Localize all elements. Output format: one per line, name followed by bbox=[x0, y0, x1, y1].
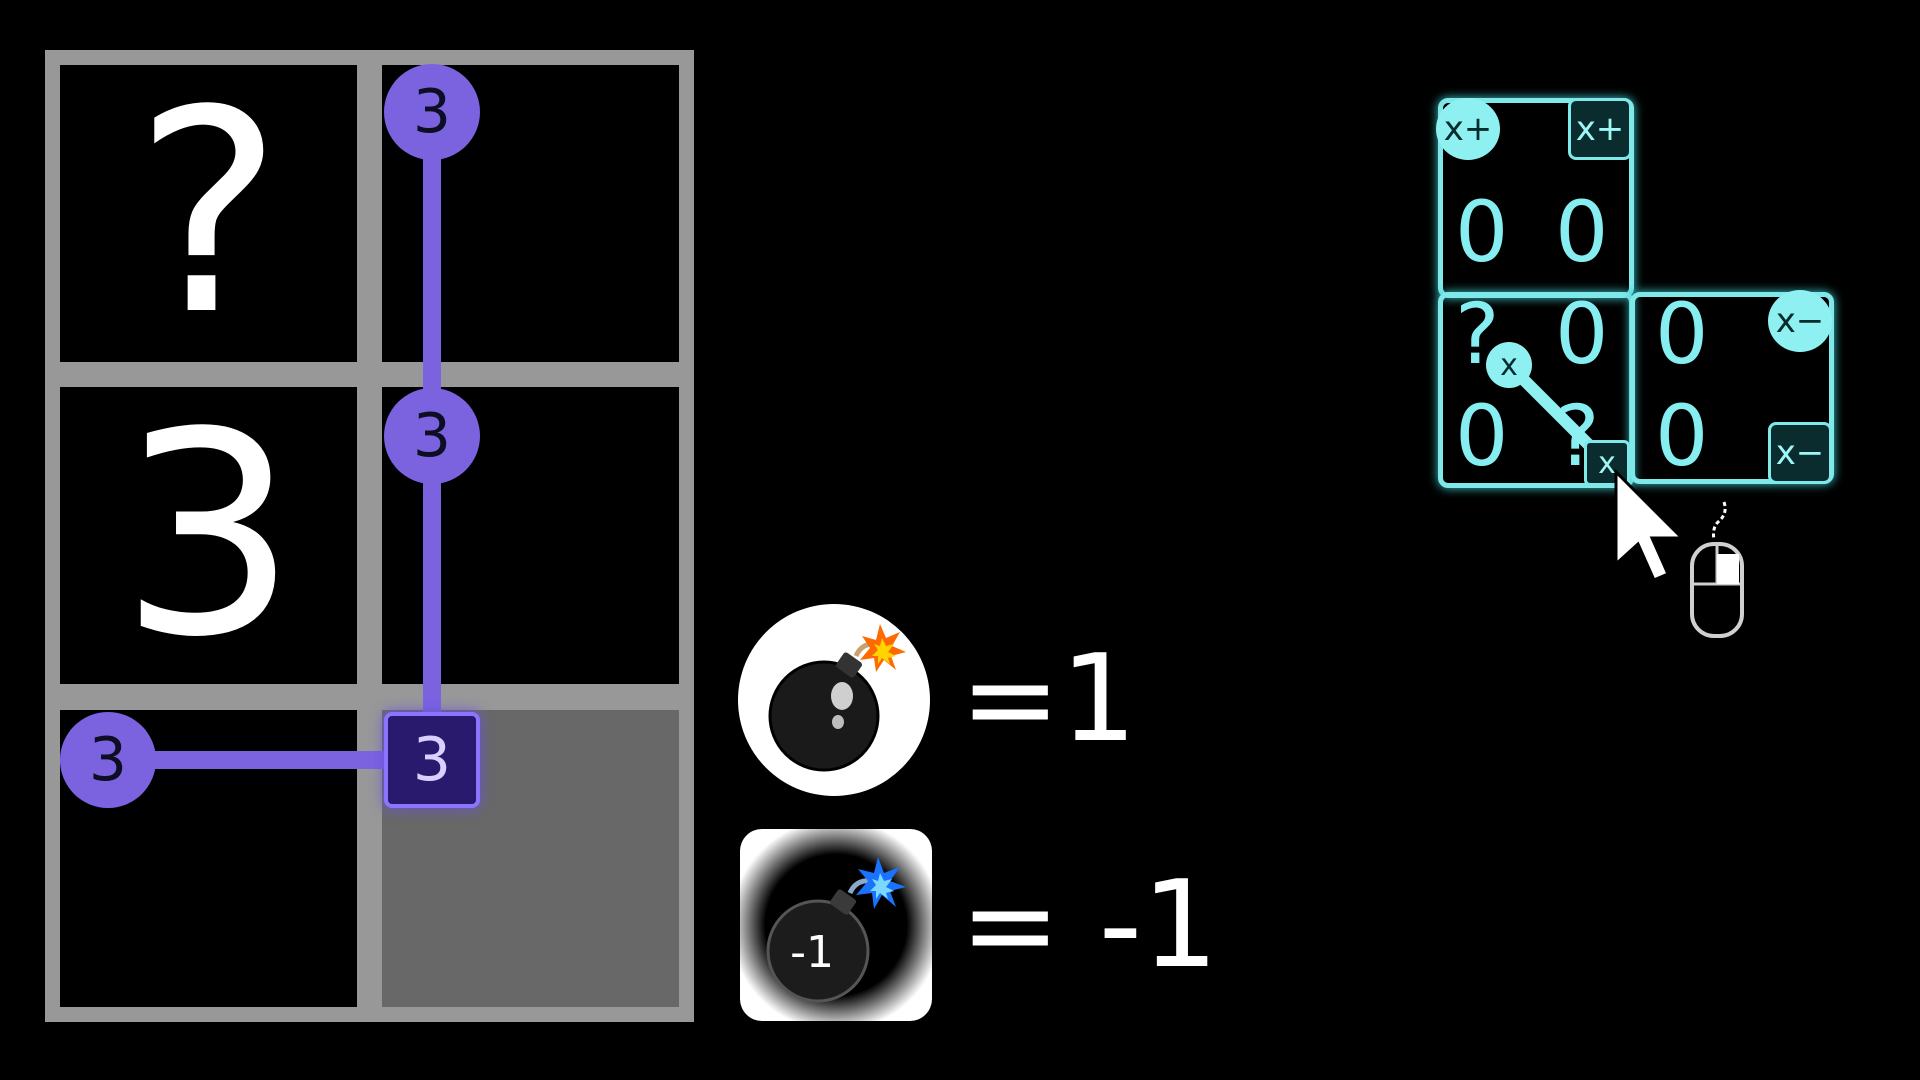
mini-grid-r1c2: 0 bbox=[1555, 285, 1609, 383]
board-cell-r1c1[interactable]: ? bbox=[60, 65, 357, 362]
game-board: ? 3 bbox=[45, 50, 694, 1022]
mini-grid-r1c3: 0 bbox=[1655, 285, 1709, 383]
mini-top-value-2: 0 bbox=[1555, 183, 1609, 281]
mini-grid-r2c3: 0 bbox=[1655, 387, 1709, 485]
marker-circle-top[interactable]: 3 bbox=[384, 64, 480, 160]
mouse-pointer-icon bbox=[1614, 468, 1686, 582]
bomb-positive-value: =1 bbox=[960, 630, 1137, 769]
mini-bottom-right-box bbox=[1630, 292, 1834, 484]
mini-tag-x-plus-round: x+ bbox=[1436, 98, 1500, 160]
marker-label: 3 bbox=[88, 725, 128, 795]
mini-grid-r2c1: 0 bbox=[1455, 387, 1509, 485]
negative-bomb-badge: -1 bbox=[790, 927, 834, 978]
board-cell-r2c1[interactable]: 3 bbox=[60, 387, 357, 684]
marker-label: 3 bbox=[412, 77, 452, 147]
marker-circle-left[interactable]: 3 bbox=[60, 712, 156, 808]
bomb-negative-value: = -1 bbox=[960, 856, 1219, 995]
question-glyph: ? bbox=[134, 50, 283, 377]
mini-tag-x-plus-square: x+ bbox=[1568, 98, 1632, 160]
negative-bomb-legend-icon: -1 bbox=[740, 829, 932, 1021]
bomb-icon bbox=[768, 624, 906, 772]
mini-tag-x-minus-square: x− bbox=[1768, 422, 1832, 484]
negative-bomb-icon: -1 bbox=[766, 857, 906, 1003]
marker-label: 3 bbox=[412, 401, 452, 471]
bomb-legend-icon bbox=[738, 604, 930, 796]
marker-circle-middle[interactable]: 3 bbox=[384, 388, 480, 484]
mini-tag-x-minus-round: x− bbox=[1768, 290, 1832, 352]
number-glyph: 3 bbox=[119, 372, 298, 699]
marker-square-selected[interactable]: 3 bbox=[384, 712, 480, 808]
mini-drag-start: x bbox=[1486, 342, 1532, 388]
mini-top-value-1: 0 bbox=[1455, 183, 1509, 281]
mouse-left-click-icon bbox=[1690, 501, 1744, 638]
marker-label: 3 bbox=[412, 725, 452, 795]
